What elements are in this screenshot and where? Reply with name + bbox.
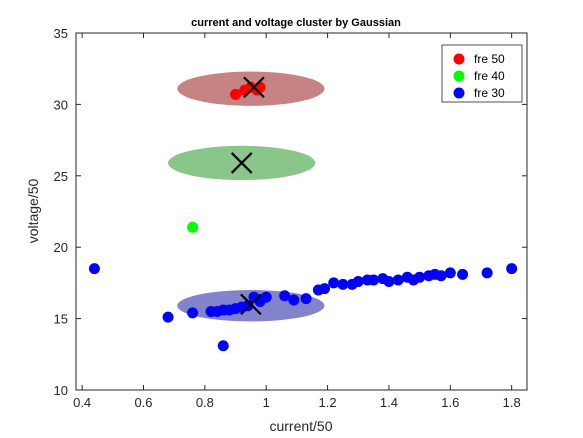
x-tick-label: 1.4 bbox=[380, 395, 398, 410]
data-point bbox=[88, 263, 100, 275]
y-tick-label: 25 bbox=[54, 169, 68, 184]
legend-label: fre 40 bbox=[474, 69, 505, 83]
y-tick-label: 15 bbox=[54, 312, 68, 327]
data-point bbox=[392, 274, 404, 286]
data-point bbox=[435, 270, 447, 282]
x-axis-label: current/50 bbox=[269, 418, 332, 434]
data-point bbox=[162, 311, 174, 323]
data-point bbox=[337, 278, 349, 290]
data-point bbox=[230, 88, 242, 100]
data-point bbox=[260, 291, 272, 303]
y-tick-label: 35 bbox=[54, 26, 68, 41]
data-point bbox=[187, 221, 199, 233]
x-tick-label: 1.8 bbox=[503, 395, 521, 410]
data-point bbox=[457, 268, 469, 280]
legend-label: fre 30 bbox=[474, 86, 505, 100]
data-point bbox=[414, 271, 426, 283]
chart-title: current and voltage cluster by Gaussian bbox=[191, 17, 401, 29]
data-point bbox=[352, 275, 364, 287]
x-tick-label: 1.6 bbox=[441, 395, 459, 410]
data-point bbox=[328, 277, 340, 289]
data-point bbox=[187, 307, 199, 319]
y-axis-label: voltage/50 bbox=[25, 178, 41, 243]
legend-marker bbox=[453, 87, 465, 99]
data-point bbox=[444, 267, 456, 279]
data-point bbox=[217, 340, 229, 352]
legend-item: fre 40 bbox=[453, 69, 505, 83]
legend-items: fre 50 fre 40 fre 30 bbox=[453, 52, 505, 100]
legend-item: fre 50 bbox=[453, 52, 505, 66]
data-point bbox=[254, 81, 266, 93]
data-point bbox=[506, 263, 518, 275]
x-tick-label: 0.8 bbox=[196, 395, 214, 410]
data-point bbox=[383, 275, 395, 287]
x-tick-label: 0.4 bbox=[73, 395, 91, 410]
y-tick-label: 20 bbox=[54, 240, 68, 255]
x-tick-label: 1 bbox=[263, 395, 270, 410]
y-axis-ticks: 10 15 20 25 30 35 bbox=[54, 26, 527, 398]
x-tick-label: 1.2 bbox=[319, 395, 337, 410]
centroid-x-marker bbox=[240, 293, 262, 316]
x-tick-label: 0.6 bbox=[134, 395, 152, 410]
legend-marker bbox=[453, 53, 465, 65]
y-tick-label: 30 bbox=[54, 97, 68, 112]
data-point bbox=[279, 290, 291, 302]
data-point bbox=[300, 293, 312, 305]
data-point bbox=[481, 267, 493, 279]
x-axis-ticks: 0.4 0.6 0.8 1 1.2 1.4 1.6 1.8 bbox=[73, 33, 521, 410]
legend: fre 50 fre 40 fre 30 bbox=[441, 44, 523, 103]
centroid-x-marker bbox=[230, 152, 253, 174]
data-point bbox=[368, 274, 380, 286]
centroid-x-marker bbox=[243, 76, 265, 99]
legend-label: fre 50 bbox=[474, 52, 505, 66]
centroid-markers bbox=[230, 76, 265, 316]
data-point bbox=[319, 283, 331, 295]
legend-marker bbox=[453, 70, 465, 82]
legend-item: fre 30 bbox=[453, 86, 505, 100]
data-point bbox=[288, 294, 300, 306]
y-tick-label: 10 bbox=[54, 383, 68, 398]
